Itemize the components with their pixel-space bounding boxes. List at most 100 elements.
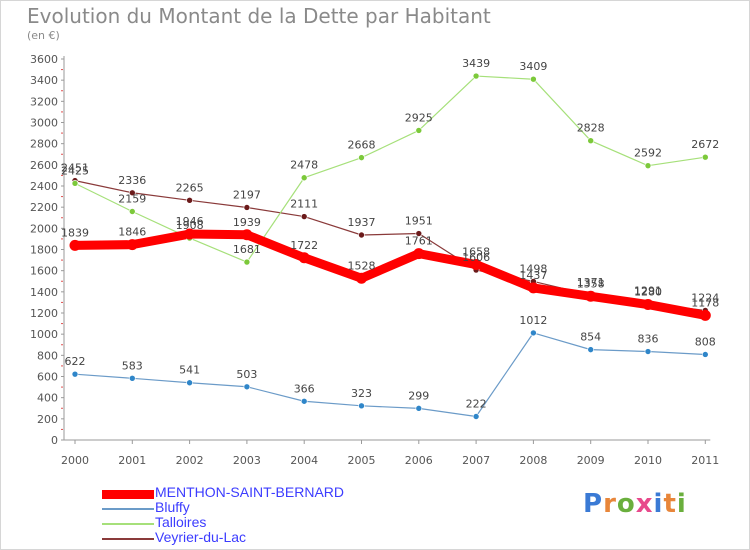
legend-item-talloires: Talloires (100, 514, 420, 531)
data-label-1: 1012 (519, 314, 547, 327)
y-tick-label: 3200 (30, 95, 58, 108)
x-tick-label: 2003 (233, 454, 261, 467)
data-label-1: 622 (65, 355, 86, 368)
data-point-3 (415, 230, 423, 237)
data-point-1 (644, 348, 652, 355)
data-point-1 (530, 329, 537, 337)
y-tick-label: 3600 (30, 53, 58, 66)
y-tick-label: 1400 (30, 286, 58, 299)
x-tick-label: 2004 (290, 454, 318, 467)
x-tick-label: 2009 (577, 454, 605, 467)
data-point-2 (701, 153, 709, 161)
y-tick-label: 3000 (30, 117, 58, 130)
data-label-0: 1437 (519, 269, 547, 282)
data-point-1 (472, 413, 480, 420)
y-tick-label: 2000 (30, 222, 58, 235)
y-tick-label: 1600 (30, 265, 58, 278)
legend-item-veyrier: Veyrier-du-Lac (100, 529, 420, 546)
data-point-0 (470, 259, 482, 271)
data-point-0 (642, 299, 654, 311)
chart-title: Evolution du Montant de la Dette par Hab… (27, 4, 491, 28)
data-point-0 (413, 248, 425, 260)
legend-label-talloires: Talloires (155, 514, 207, 530)
x-tick-label: 2000 (61, 454, 89, 467)
data-label-0: 1722 (290, 239, 318, 252)
legend-label-menthon: MENTHON-SAINT-BERNARD (155, 484, 345, 500)
data-label-1: 808 (695, 335, 716, 348)
data-label-0: 1658 (462, 246, 490, 259)
data-label-0: 1846 (118, 226, 146, 239)
data-label-1: 836 (638, 333, 659, 346)
legend-swatch-bluffy (102, 508, 154, 510)
legend-swatch-talloires (102, 523, 154, 525)
data-label-1: 541 (179, 364, 200, 377)
y-tick-label: 1800 (30, 244, 58, 257)
data-point-1 (243, 383, 251, 391)
legend-item-bluffy: Bluffy (100, 499, 420, 516)
y-tick-label: 200 (37, 413, 58, 426)
data-label-1: 323 (351, 387, 372, 400)
x-tick-label: 2006 (405, 454, 433, 467)
x-tick-label: 2008 (519, 454, 547, 467)
y-tick-label: 0 (51, 434, 58, 447)
y-tick-label: 2800 (30, 138, 58, 151)
data-point-0 (527, 282, 539, 294)
data-label-2: 2925 (405, 111, 433, 124)
x-tick-label: 2011 (691, 454, 719, 467)
data-point-1 (186, 379, 193, 387)
series-line-0 (70, 229, 710, 320)
data-label-3: 1498 (519, 262, 547, 275)
data-label-3: 2197 (233, 188, 261, 201)
legend-label-bluffy: Bluffy (155, 499, 190, 515)
data-point-2 (644, 162, 652, 169)
data-point-2 (71, 180, 79, 187)
data-point-1 (701, 351, 709, 358)
data-label-0: 1358 (577, 277, 605, 290)
x-tick-label: 2001 (118, 454, 146, 467)
data-label-2: 1681 (233, 243, 261, 256)
proxiti-logo: Proxiti (583, 489, 687, 519)
data-point-3 (300, 213, 308, 220)
legend-item-menthon: MENTHON-SAINT-BERNARD (100, 484, 420, 501)
legend-swatch-veyrier (102, 538, 154, 540)
x-tick-label: 2010 (634, 454, 662, 467)
data-point-2 (243, 258, 251, 266)
data-point-0 (699, 309, 711, 321)
data-point-0 (184, 228, 196, 240)
data-label-3: 1951 (405, 215, 433, 228)
data-point-0 (356, 272, 367, 284)
data-point-2 (530, 75, 537, 83)
data-label-1: 366 (294, 382, 315, 395)
data-point-0 (298, 252, 310, 264)
y-tick-label: 600 (37, 371, 58, 384)
data-label-0: 1528 (348, 259, 376, 272)
data-label-3: 1224 (691, 291, 719, 304)
y-tick-label: 3400 (30, 74, 58, 87)
data-label-2: 2668 (348, 139, 376, 152)
data-label-0: 1839 (61, 226, 89, 239)
chart-unit-label: (en €) (27, 29, 60, 42)
y-tick-label: 2200 (30, 201, 58, 214)
legend-swatch-menthon (102, 490, 154, 499)
data-point-1 (587, 346, 595, 353)
data-label-1: 583 (122, 359, 143, 372)
y-tick-label: 2400 (30, 180, 58, 193)
series-line-1 (74, 332, 706, 418)
data-label-2: 2828 (577, 122, 605, 135)
data-point-0 (126, 239, 138, 251)
data-point-3 (243, 204, 251, 211)
data-point-1 (358, 402, 365, 410)
data-label-0: 1178 (691, 296, 719, 309)
data-label-3: 1291 (634, 284, 662, 297)
data-label-2: 2425 (61, 164, 89, 177)
data-point-2 (129, 208, 136, 215)
data-label-1: 222 (466, 398, 487, 411)
data-point-2 (358, 154, 365, 161)
data-point-1 (71, 370, 79, 378)
data-label-0: 1280 (634, 286, 662, 299)
data-label-3: 2451 (61, 162, 89, 175)
legend-label-veyrier: Veyrier-du-Lac (155, 529, 247, 545)
data-label-1: 854 (580, 331, 601, 344)
data-label-3: 1937 (348, 216, 376, 229)
series-line-3 (74, 180, 706, 312)
